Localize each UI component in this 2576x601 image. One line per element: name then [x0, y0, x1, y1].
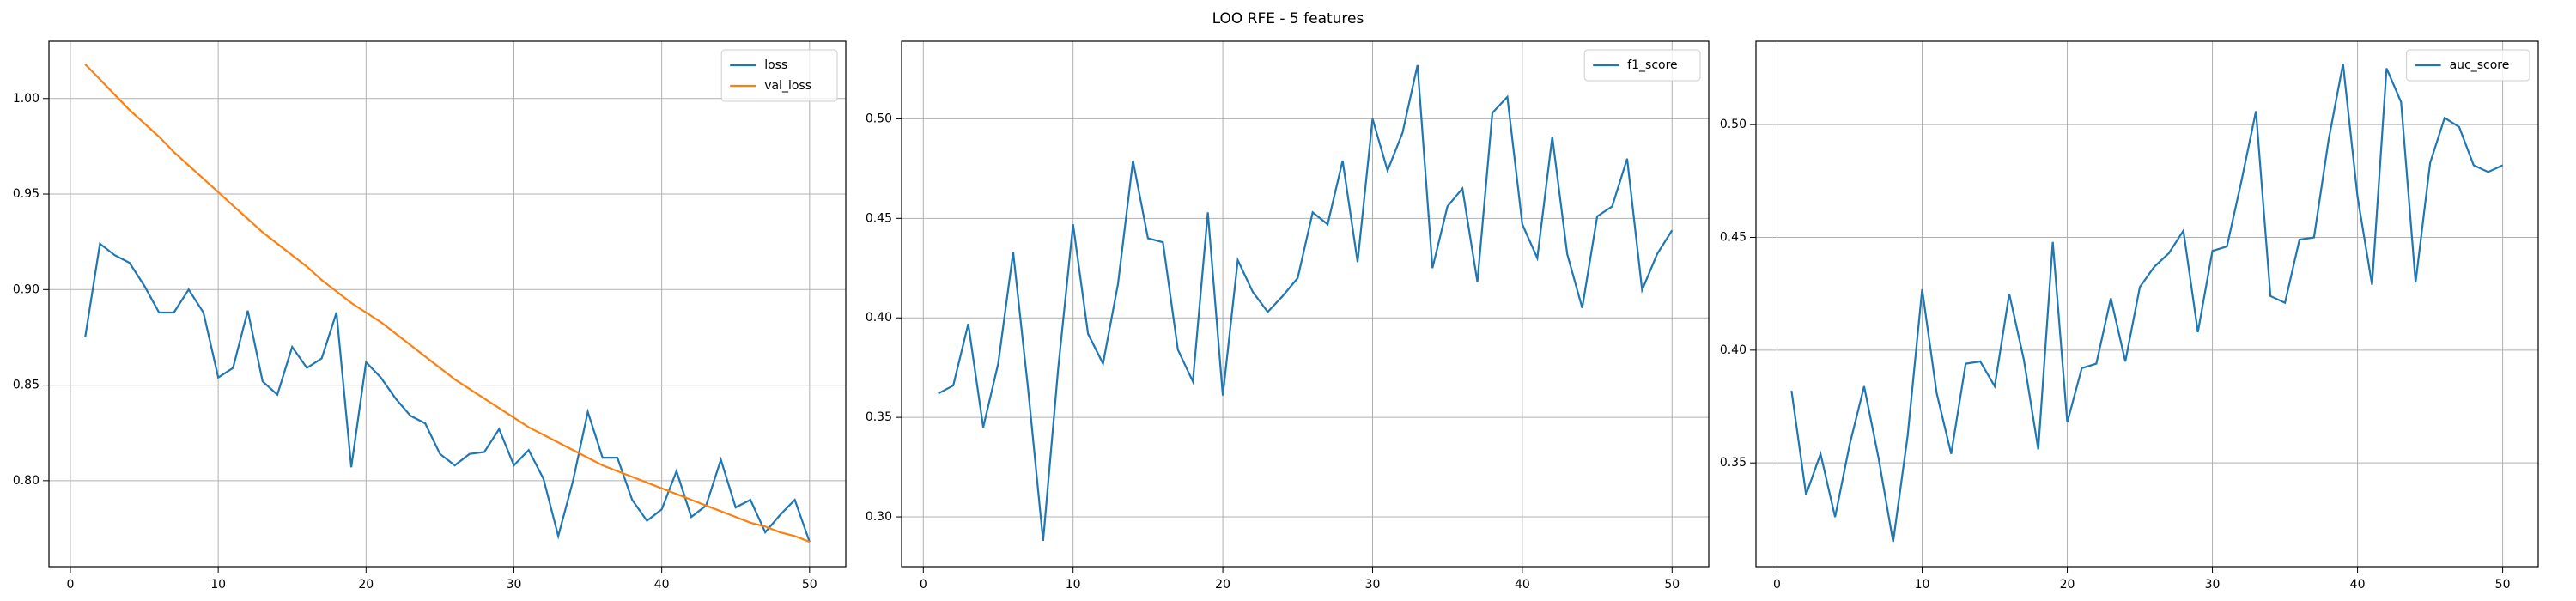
y-tick-label: 0.50: [1720, 118, 1747, 131]
series-line: [84, 241, 811, 543]
legend-box: [1583, 49, 1701, 82]
figure-title: LOO RFE - 5 features: [1212, 10, 1364, 27]
x-tick-label: 30: [507, 578, 522, 592]
legend-box: [720, 49, 838, 102]
x-tick-label: 20: [2060, 578, 2075, 592]
series-line: [938, 64, 1674, 541]
series-line: [84, 63, 811, 543]
y-tick-label: 0.35: [866, 410, 892, 424]
x-tick-label: 10: [1066, 578, 1081, 592]
y-tick-label: 0.95: [13, 187, 39, 201]
legend-label: loss: [764, 58, 787, 72]
x-tick-label: 50: [1664, 578, 1680, 592]
y-tick-label: 1.00: [13, 92, 39, 106]
x-tick-label: 10: [210, 578, 226, 592]
x-tick-label: 50: [2495, 578, 2511, 592]
x-tick-label: 0: [920, 578, 927, 592]
y-tick-label: 0.85: [13, 379, 39, 392]
y-tick-label: 0.35: [1720, 456, 1747, 470]
axes-frame: [48, 40, 847, 568]
axes-frame: [901, 40, 1710, 568]
x-tick-label: 40: [1515, 578, 1530, 592]
x-tick-label: 0: [1773, 578, 1781, 592]
series-line: [1790, 64, 2504, 543]
x-tick-label: 40: [654, 578, 670, 592]
x-tick-label: 0: [67, 578, 75, 592]
x-tick-label: 30: [1365, 578, 1381, 592]
x-tick-label: 40: [2350, 578, 2366, 592]
legend-box: [2406, 49, 2530, 82]
x-tick-label: 20: [1215, 578, 1230, 592]
y-tick-label: 0.50: [866, 112, 892, 125]
y-tick-label: 0.45: [866, 211, 892, 225]
axes-frame: [1755, 40, 2539, 568]
x-tick-label: 50: [802, 578, 817, 592]
legend-label: auc_score: [2450, 58, 2510, 72]
legend-label: f1_score: [1627, 58, 1677, 72]
y-tick-label: 0.80: [13, 474, 39, 488]
x-tick-label: 10: [1915, 578, 1930, 592]
y-tick-label: 0.90: [13, 282, 39, 296]
x-tick-label: 20: [358, 578, 374, 592]
y-tick-label: 0.45: [1720, 231, 1747, 245]
y-tick-label: 0.40: [866, 311, 892, 325]
y-tick-label: 0.40: [1720, 343, 1747, 357]
x-tick-label: 30: [2205, 578, 2221, 592]
legend-label: val_loss: [764, 79, 811, 93]
y-tick-label: 0.30: [866, 510, 892, 524]
